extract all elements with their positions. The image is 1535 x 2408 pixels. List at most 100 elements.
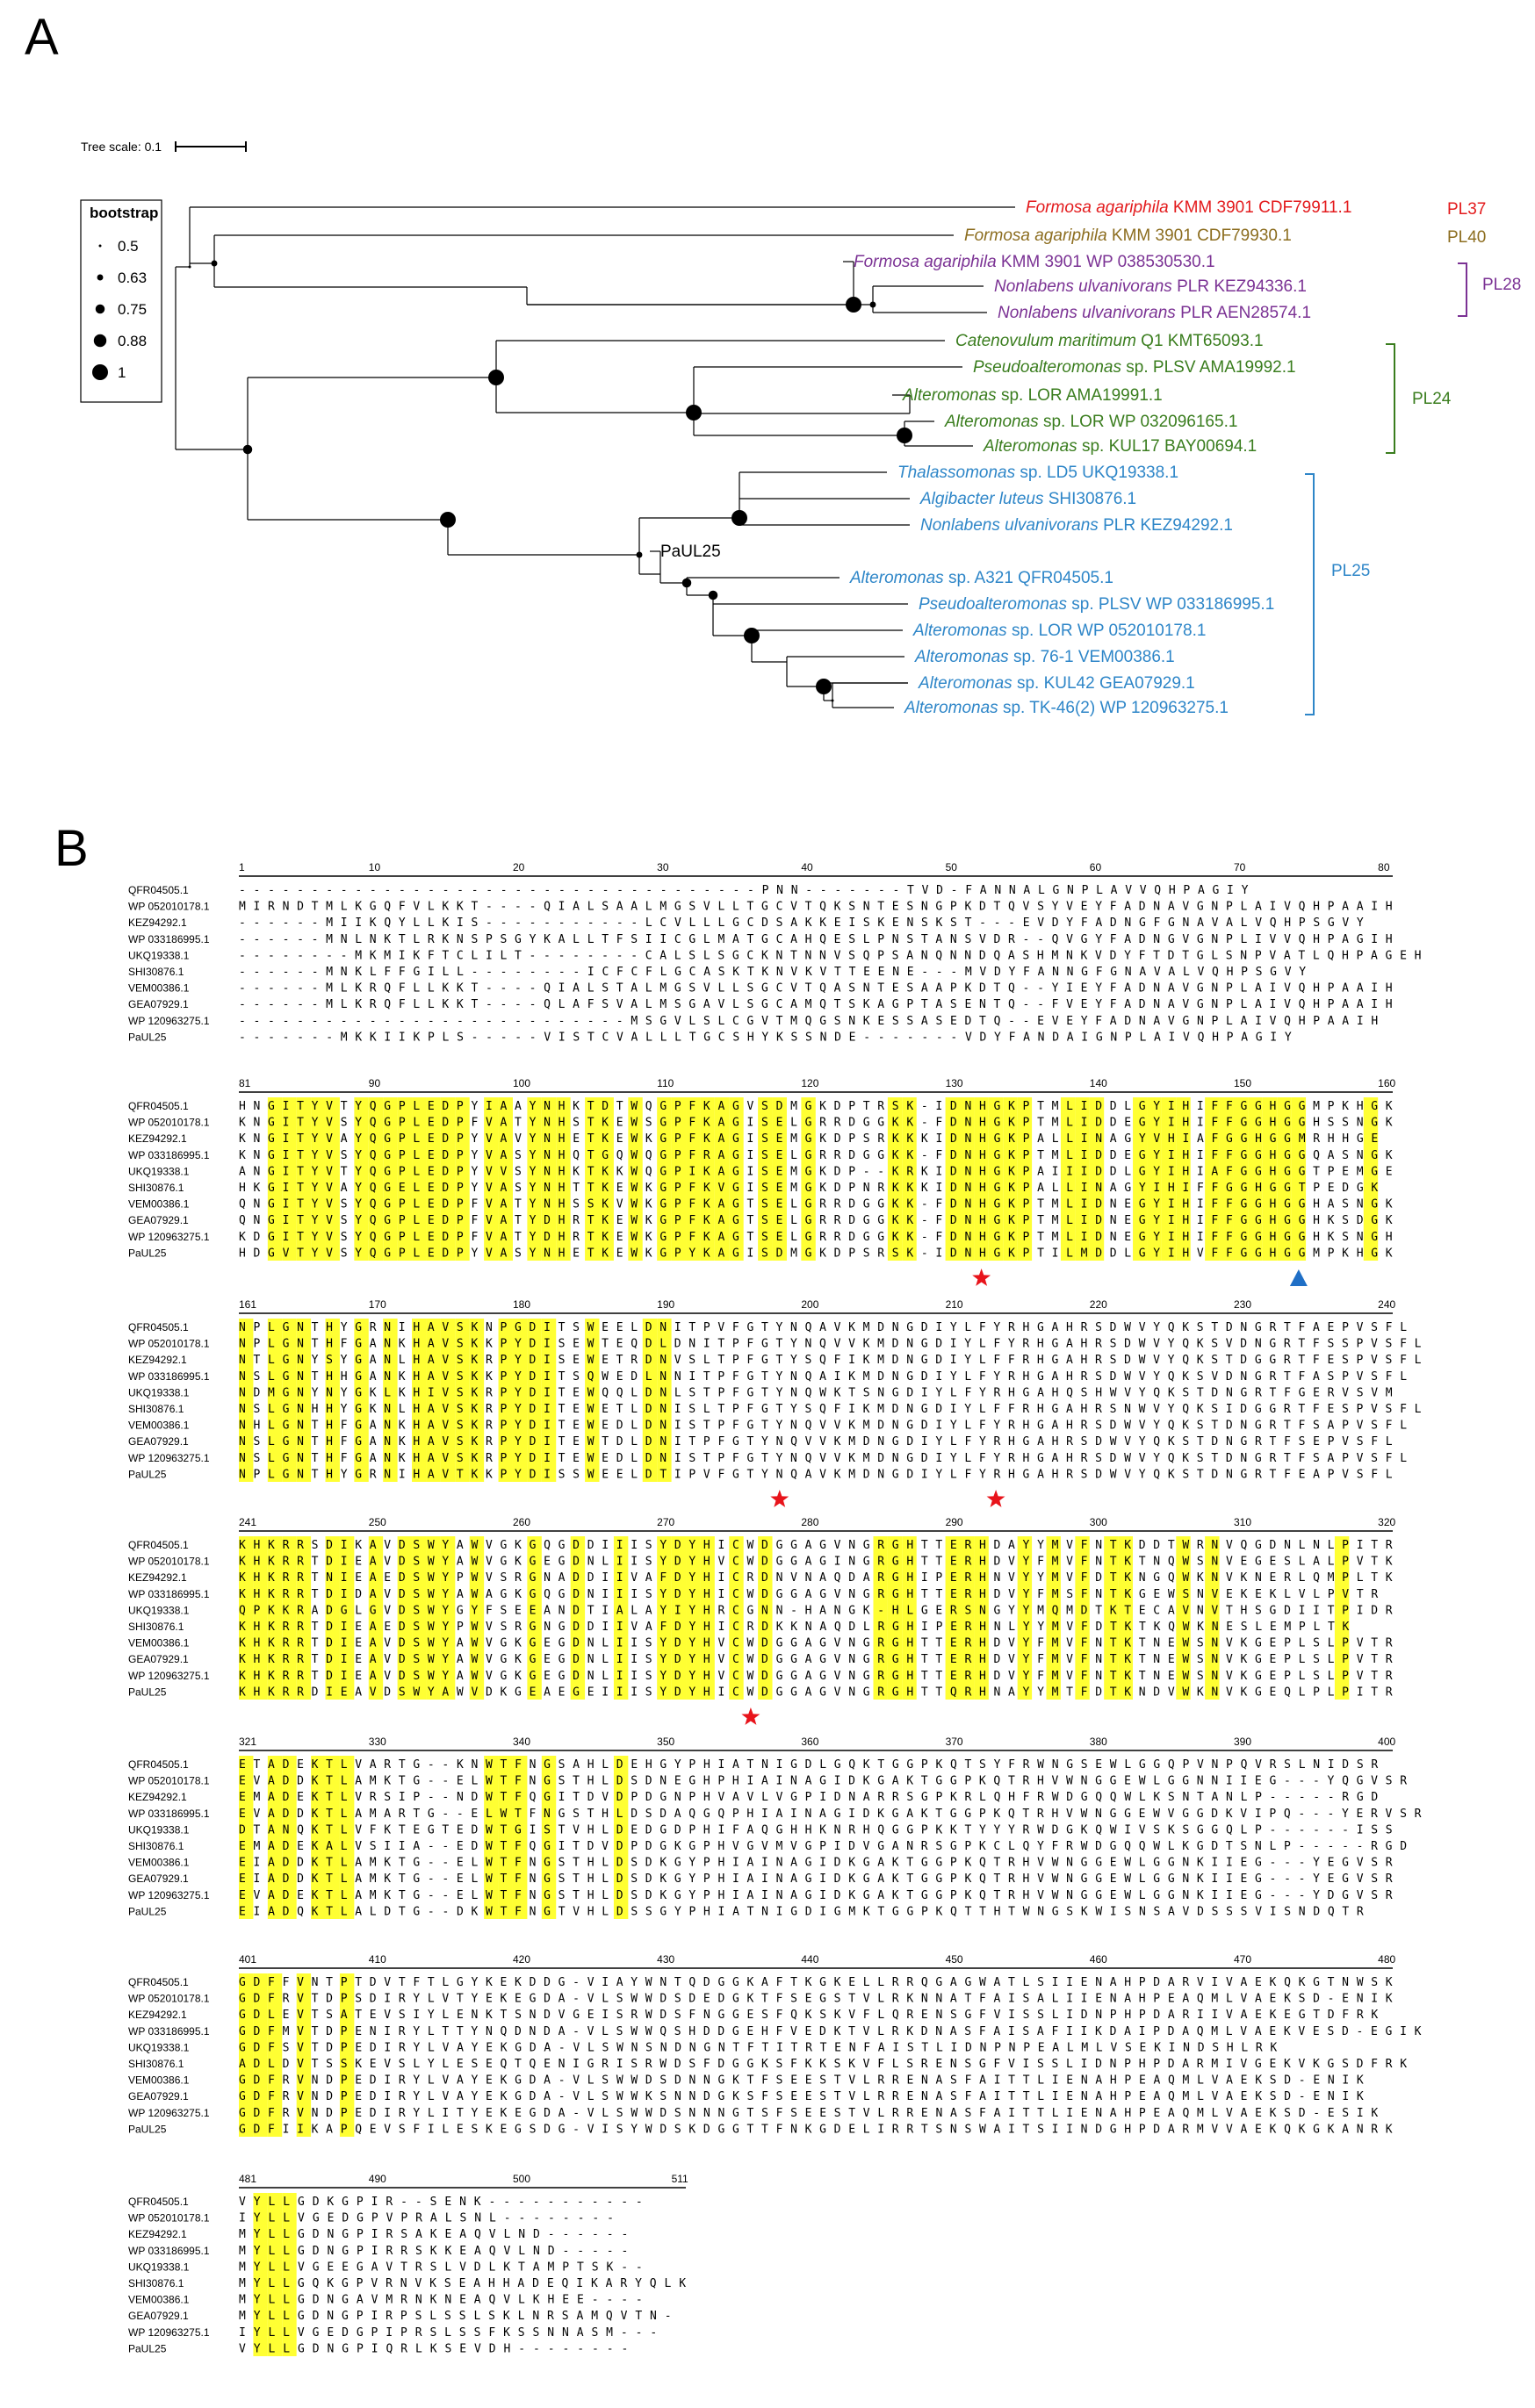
conserved-column <box>686 1536 701 1700</box>
conserved-column <box>296 1097 312 1261</box>
sequence-name: WP 033186995.1 <box>128 1149 210 1161</box>
sequence-row: NSLGNTHHGANKHAVSKKPYDITSQWEDLNNITPFGTYNQ… <box>239 1370 1407 1384</box>
conserved-column <box>484 1097 499 1261</box>
sequence-name: GEA07929.1 <box>128 1872 189 1885</box>
sequence-name: PaUL25 <box>128 1686 167 1698</box>
ruler-tick: 270 <box>657 1516 674 1528</box>
bootstrap-node <box>708 590 718 600</box>
conserved-column <box>484 1756 499 1919</box>
conserved-column <box>383 1097 398 1261</box>
ruler-tick: 350 <box>657 1736 674 1748</box>
sequence-name: GEA07929.1 <box>128 1435 189 1448</box>
sequence-name: PaUL25 <box>128 1031 167 1043</box>
sequence-name: WP 033186995.1 <box>128 2245 210 2257</box>
ruler-tick: 380 <box>1090 1736 1107 1748</box>
leaf-label: Alteromonas sp. LOR WP 052010178.1 <box>912 622 1206 640</box>
bootstrap-node <box>440 512 456 528</box>
sequence-name: WP 052010178.1 <box>128 1338 210 1350</box>
conserved-column <box>873 1536 888 1700</box>
ruler-tick: 200 <box>801 1298 818 1311</box>
conserved-column <box>772 1097 787 1261</box>
conserved-column <box>585 1097 600 1261</box>
sequence-row: MIRNDTMLKGQFVLKKT----QIALSAALMGSVLLTGCVT… <box>239 901 1393 914</box>
conserved-column <box>1017 1097 1033 1261</box>
sequence-row: EVADDKTLAMKTG--ELWTFNGSTHLDSDNEGHPHIAINA… <box>239 1775 1407 1788</box>
family-bracket <box>1386 343 1395 454</box>
conserved-column <box>354 1097 369 1261</box>
sequence-name: WP 052010178.1 <box>128 1556 210 1568</box>
bootstrap-node <box>636 551 643 558</box>
tree-leaf-labels: Formosa agariphila KMM 3901 CDF79911.1Fo… <box>660 198 1351 717</box>
conserved-column <box>426 1536 441 1700</box>
ruler-tick: 500 <box>513 2173 530 2185</box>
sequence-name: VEM00386.1 <box>128 1857 190 1869</box>
conserved-column <box>945 1536 960 1700</box>
conserved-column <box>801 1097 816 1261</box>
conserved-column <box>412 1536 427 1700</box>
legend-title: bootstrap <box>90 205 158 221</box>
ruler-tick: 321 <box>239 1736 256 1748</box>
legend-dot <box>92 364 108 380</box>
conserved-column <box>1133 1097 1148 1261</box>
sequence-name: SHI30876.1 <box>128 2058 184 2070</box>
ruler-tick: 60 <box>1090 861 1102 873</box>
sequence-row: ADLDVTSSKEVSLYLESEQTQENIGRISRWDSFDGGKSFK… <box>239 2058 1407 2071</box>
leaf-label: Thalassomonas sp. LD5 UKQ19338.1 <box>897 464 1178 482</box>
conserved-column <box>527 1319 542 1482</box>
sequence-row: NTLGNYSYGANLHAVSKRPYDISEWETRDNVSLTPFGTYS… <box>239 1354 1422 1367</box>
sequence-row: ------MNLNKTLRKNSPSGYKALLTFSIICGLMATGCAH… <box>239 933 1393 946</box>
sequence-name: KEZ94292.1 <box>128 916 187 929</box>
conserved-column <box>541 1097 557 1261</box>
ruler-tick: 340 <box>513 1736 530 1748</box>
ruler-tick: 360 <box>801 1736 818 1748</box>
conserved-column <box>1363 1097 1379 1261</box>
conserved-column <box>671 1097 687 1261</box>
ruler-tick: 401 <box>239 1953 256 1966</box>
leaf-label: Algibacter luteus SHI30876.1 <box>919 490 1136 508</box>
ruler-tick: 460 <box>1090 1953 1107 1966</box>
conserved-column <box>1017 1536 1033 1700</box>
conserved-column <box>714 1097 730 1261</box>
alignment-block: 161 170 180 190 200 210 220 230 240 QFR04505.1 NPL… <box>128 1298 1422 1507</box>
conserved-column <box>368 1097 384 1261</box>
ruler-tick: 450 <box>946 1953 963 1966</box>
ruler-tick: 70 <box>1234 861 1246 873</box>
sequence-name: UKQ19338.1 <box>128 2261 190 2273</box>
conserved-column <box>729 1097 744 1261</box>
leaf-accession: sp. A321 QFR04505.1 <box>944 569 1113 587</box>
conserved-column <box>527 1536 542 1700</box>
sequence-name: QFR04505.1 <box>128 1976 189 1988</box>
ruler-tick: 410 <box>369 1953 386 1966</box>
conserved-column <box>1118 1536 1134 1700</box>
conserved-column <box>296 1973 312 2137</box>
conserved-column <box>1089 1097 1105 1261</box>
bootstrap-node <box>897 428 912 443</box>
leaf-accession: sp. KUL17 BAY00694.1 <box>1077 437 1258 456</box>
conserved-column <box>440 1097 456 1261</box>
conserved-column <box>253 1973 268 2137</box>
sequence-name: QFR04505.1 <box>128 1321 189 1333</box>
ruler-tick: 20 <box>513 861 525 873</box>
leaf-species: Alteromonas <box>918 674 1013 693</box>
bootstrap-node <box>731 510 747 526</box>
conserved-column <box>887 1097 903 1261</box>
sequence-row: MYLLGDNGPIRRSKKEAQVLND----- <box>239 2245 628 2258</box>
sequence-name: PaUL25 <box>128 1247 167 1259</box>
conserved-column <box>397 1536 413 1700</box>
leaf-species: Alteromonas <box>902 386 997 405</box>
sequence-name: SHI30876.1 <box>128 1182 184 1194</box>
sequence-name: WP 033186995.1 <box>128 1588 210 1600</box>
family-label: PL28 <box>1482 276 1521 294</box>
sequence-name: GEA07929.1 <box>128 1214 189 1226</box>
legend-label: 0.75 <box>118 301 147 318</box>
sequence-name: QFR04505.1 <box>128 1539 189 1551</box>
conserved-column <box>556 1097 571 1261</box>
conserved-column <box>325 1319 340 1482</box>
sequence-name: WP 120963275.1 <box>128 1015 210 1027</box>
ruler-tick: 220 <box>1090 1298 1107 1311</box>
conserved-column <box>239 1319 254 1482</box>
conserved-column <box>585 1319 600 1482</box>
sequence-name: SHI30876.1 <box>128 1621 184 1633</box>
ruler-tick: 130 <box>946 1077 963 1089</box>
